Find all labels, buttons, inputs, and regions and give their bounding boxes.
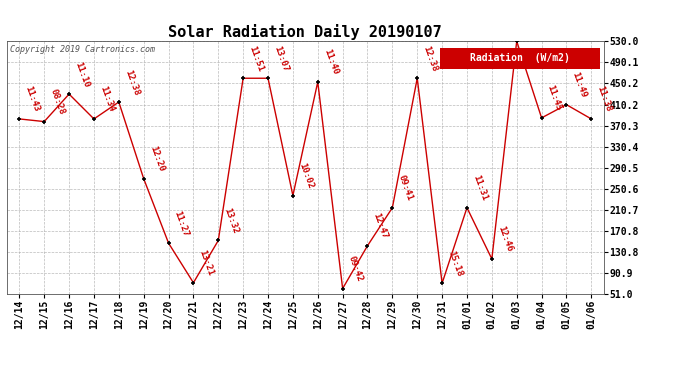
Point (63, 91, 75, 97)
Point (14, 116, 25, 122)
Text: 12:38: 12:38 (422, 44, 439, 73)
Point (337, 285, 348, 291)
Text: 11:38: 11:38 (595, 85, 613, 113)
Point (237, 75, 248, 81)
Point (113, 99, 124, 105)
Text: 09:41: 09:41 (397, 174, 414, 202)
Text: 12:47: 12:47 (372, 212, 389, 240)
Point (561, 102, 572, 108)
Point (511, 38, 522, 44)
Point (138, 176, 149, 181)
Point (39, 118, 50, 124)
Text: 11:27: 11:27 (172, 209, 190, 237)
Text: 11:10: 11:10 (73, 60, 91, 88)
Text: 13:21: 13:21 (197, 249, 215, 277)
Point (88, 116, 99, 122)
Title: Solar Radiation Daily 20190107: Solar Radiation Daily 20190107 (168, 24, 442, 40)
Point (163, 240, 174, 246)
Point (462, 205, 473, 211)
Text: 15:18: 15:18 (446, 249, 464, 278)
Text: 10:02: 10:02 (297, 162, 315, 190)
Text: 11:45: 11:45 (546, 84, 564, 112)
FancyBboxPatch shape (440, 48, 600, 69)
Text: 11:34: 11:34 (98, 85, 116, 113)
Point (262, 75, 273, 81)
Point (287, 192, 298, 198)
Point (188, 280, 199, 286)
Point (586, 116, 597, 122)
Text: 13:07: 13:07 (272, 44, 290, 73)
Point (362, 243, 373, 249)
Point (486, 256, 497, 262)
Text: 12:46: 12:46 (496, 225, 513, 254)
Text: 12:38: 12:38 (123, 68, 141, 96)
Text: Radiation  (W/m2): Radiation (W/m2) (470, 53, 569, 63)
Text: 11:40: 11:40 (322, 48, 339, 76)
Text: 13:32: 13:32 (222, 207, 240, 235)
Point (387, 205, 398, 211)
Point (437, 280, 448, 286)
Text: 11:51: 11:51 (247, 44, 265, 73)
Text: 09:42: 09:42 (347, 255, 364, 283)
Text: 11:43: 11:43 (23, 85, 41, 113)
Text: 11:49: 11:49 (571, 71, 589, 99)
Point (412, 75, 423, 81)
Point (313, 79, 324, 85)
Point (213, 237, 224, 243)
Text: 08:28: 08:28 (48, 88, 66, 116)
Text: 12:20: 12:20 (148, 145, 166, 173)
Point (536, 115, 547, 121)
Text: Copyright 2019 Cartronics.com: Copyright 2019 Cartronics.com (10, 45, 155, 54)
Text: 11:31: 11:31 (471, 174, 489, 202)
